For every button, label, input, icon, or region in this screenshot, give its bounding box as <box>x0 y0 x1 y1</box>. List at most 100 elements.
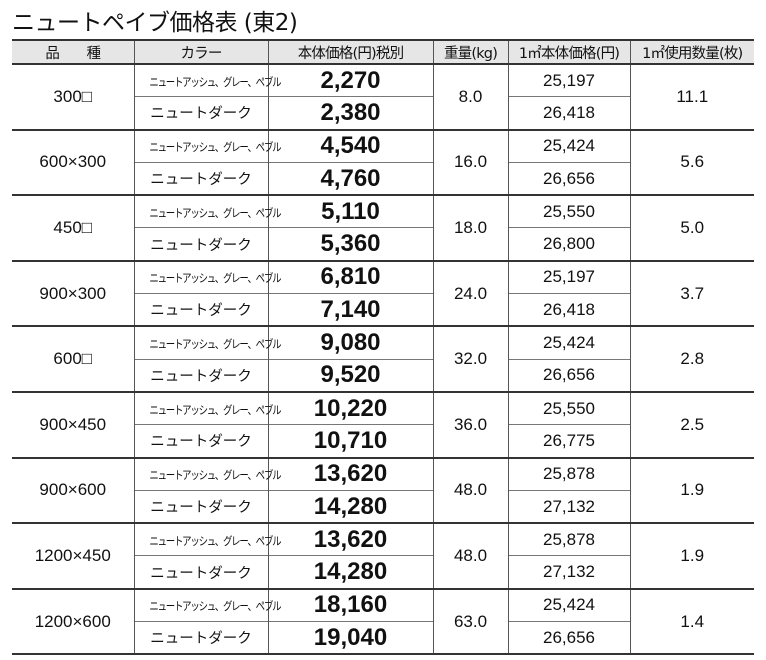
price-cell-text: 9,080 <box>320 329 381 357</box>
unit-price-cell: 25,424 <box>507 587 631 622</box>
color-cell-text: ニュートアッシュ、グレー、ペブル <box>148 207 281 220</box>
color-cell: ニュートアッシュ、グレー、ペブル <box>133 128 281 163</box>
size-cell-text: 1200×600 <box>34 611 111 631</box>
color-cell-text: ニュートアッシュ、グレー、ペブル <box>148 535 281 548</box>
weight-cell-text: 16.0 <box>453 152 488 172</box>
color-cell-text: ニュートアッシュ、グレー、ペブル <box>148 470 281 483</box>
header-color: カラー <box>133 39 269 65</box>
header-price: 本体価格(円)税別 <box>267 39 434 65</box>
table-row: 900×600 ニュートアッシュ、グレー、ペブル 13,620 48.0 25,878 1… <box>12 456 754 525</box>
color-cell: ニュートダーク <box>134 293 269 327</box>
price-cell-text: 2,380 <box>320 98 381 126</box>
weight-cell-text: 24.0 <box>453 283 488 303</box>
size-cell-text: 300□ <box>53 86 93 106</box>
size-cell: 300□ <box>12 63 135 131</box>
size-cell: 600×300 <box>12 128 135 197</box>
price-cell-text: 5,110 <box>321 197 380 225</box>
unit-price-cell: 25,197 <box>507 63 631 97</box>
size-cell: 900×600 <box>12 456 135 525</box>
price-cell: 9,080 <box>267 325 434 360</box>
color-cell: ニュートアッシュ、グレー、ペブル <box>133 390 281 425</box>
unit-price-cell: 27,132 <box>507 555 630 589</box>
price-cell-text: 14,280 <box>313 492 388 520</box>
header-size: 品 種 <box>12 39 135 65</box>
price-cell: 14,280 <box>267 555 434 589</box>
color-cell: ニュートダーク <box>134 555 269 589</box>
table-row: 600×300 ニュートアッシュ、グレー、ペブル 4,540 16.0 25,424 5.… <box>12 128 754 197</box>
unit-price-cell-text: 25,878 <box>543 529 595 549</box>
weight-cell-text: 8.0 <box>458 86 483 106</box>
quantity-cell: 1.4 <box>629 587 754 656</box>
color-cell: ニュートアッシュ、グレー、ペブル <box>133 63 281 97</box>
weight-cell-text: 18.0 <box>453 217 488 237</box>
price-table: 品 種 カラー 本体価格(円)税別 重量(kg) 1㎡本体価格(円) 1㎡使用数… <box>12 39 754 656</box>
unit-price-cell-text: 25,424 <box>543 333 595 353</box>
color-cell-text: ニュートダーク <box>150 237 252 254</box>
unit-price-cell-text: 26,656 <box>543 168 595 188</box>
unit-price-cell-text: 27,132 <box>543 562 595 582</box>
color-cell-text: ニュートアッシュ、グレー、ペブル <box>148 601 281 614</box>
table-row: 450□ ニュートアッシュ、グレー、ペブル 5,110 18.0 25,550 5.0 <box>12 194 754 262</box>
price-cell-text: 4,540 <box>320 132 381 160</box>
header-row: 品 種 カラー 本体価格(円)税別 重量(kg) 1㎡本体価格(円) 1㎡使用数… <box>12 39 754 65</box>
weight-cell: 16.0 <box>432 128 509 197</box>
unit-price-cell: 26,656 <box>507 358 630 392</box>
price-cell: 10,220 <box>267 390 434 425</box>
color-cell: ニュートダーク <box>134 424 269 458</box>
page-title: ニュートペイブ価格表 (東2) <box>12 10 298 36</box>
unit-price-cell: 25,878 <box>507 456 631 491</box>
price-cell-text: 10,710 <box>313 426 388 454</box>
table-row: 900×450 ニュートアッシュ、グレー、ペブル 10,220 36.0 25,550 2… <box>12 390 754 459</box>
weight-cell: 48.0 <box>432 456 509 525</box>
table-row: ニュートダーク 19,040 26,656 <box>12 621 754 656</box>
unit-price-cell: 25,197 <box>507 259 631 294</box>
unit-price-cell: 26,800 <box>507 227 630 261</box>
unit-price-cell-text: 26,775 <box>543 430 595 450</box>
color-cell-text: ニュートダーク <box>150 368 252 385</box>
header-weight: 重量(kg) <box>432 39 509 65</box>
quantity-cell-text: 1.9 <box>680 480 705 500</box>
size-cell: 900×300 <box>12 259 135 328</box>
quantity-cell: 1.9 <box>629 456 754 525</box>
size-cell: 600□ <box>12 325 135 393</box>
price-cell-text: 18,160 <box>313 591 388 619</box>
unit-price-cell-text: 27,132 <box>543 496 595 516</box>
quantity-cell-text: 5.0 <box>680 217 705 237</box>
unit-price-cell-text: 26,418 <box>543 102 595 122</box>
price-cell-text: 13,620 <box>313 460 388 488</box>
color-cell: ニュートアッシュ、グレー、ペブル <box>133 456 281 491</box>
color-cell-text: ニュートダーク <box>150 631 252 648</box>
color-cell: ニュートアッシュ、グレー、ペブル <box>133 325 281 360</box>
unit-price-cell-text: 25,424 <box>543 595 595 615</box>
table-row: ニュートダーク 5,360 26,800 <box>12 227 754 261</box>
quantity-cell-text: 11.1 <box>676 86 709 106</box>
price-cell-text: 5,360 <box>320 230 381 258</box>
price-cell: 13,620 <box>267 522 434 556</box>
price-cell: 13,620 <box>267 456 434 491</box>
price-cell: 7,140 <box>267 293 434 327</box>
color-cell: ニュートダーク <box>134 489 269 524</box>
table-row: 600□ ニュートアッシュ、グレー、ペブル 9,080 32.0 25,424 2.8 <box>12 325 754 393</box>
price-cell: 10,710 <box>267 424 434 458</box>
table-row: 1200×600 ニュートアッシュ、グレー、ペブル 18,160 63.0 25,424… <box>12 587 754 656</box>
unit-price-cell: 25,550 <box>507 194 631 228</box>
unit-price-cell-text: 25,197 <box>543 267 595 287</box>
unit-price-cell-text: 26,418 <box>543 299 595 319</box>
unit-price-cell: 25,424 <box>507 325 631 360</box>
quantity-cell: 1.9 <box>629 522 754 590</box>
color-cell-text: ニュートダーク <box>150 500 252 516</box>
weight-cell-text: 63.0 <box>453 611 488 631</box>
unit-price-cell: 25,878 <box>507 522 631 556</box>
size-cell-text: 900×450 <box>39 414 107 434</box>
weight-cell-text: 32.0 <box>453 349 488 369</box>
unit-price-cell: 26,418 <box>507 293 630 327</box>
color-cell-text: ニュートアッシュ、グレー、ペブル <box>148 76 281 89</box>
size-cell: 1200×450 <box>12 522 135 590</box>
unit-price-cell-text: 26,656 <box>543 627 595 647</box>
unit-price-cell: 25,550 <box>507 390 631 425</box>
header-quantity: 1㎡使用数量(枚) <box>629 39 754 65</box>
weight-cell: 36.0 <box>432 390 509 459</box>
price-cell: 4,760 <box>267 161 434 196</box>
color-cell-text: ニュートアッシュ、グレー、ペブル <box>148 142 281 155</box>
price-cell-text: 9,520 <box>320 361 381 389</box>
